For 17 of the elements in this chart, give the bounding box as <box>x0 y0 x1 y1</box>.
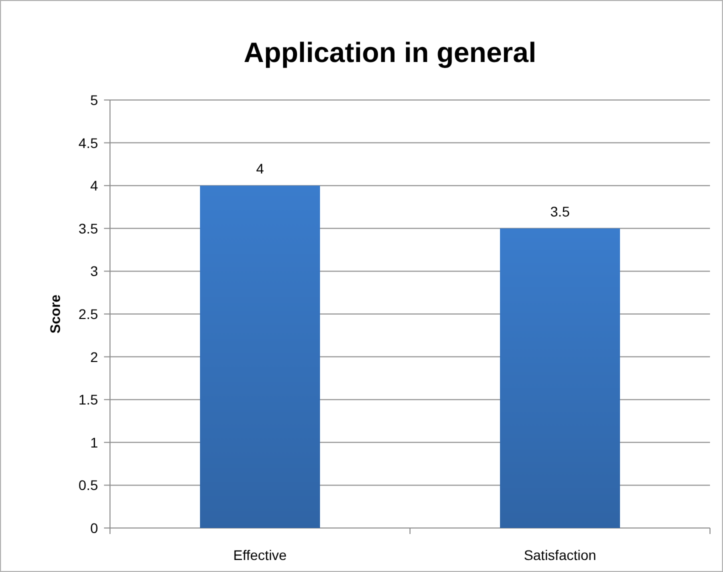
y-tick-label: 0.5 <box>78 477 98 494</box>
y-tick-label: 3.5 <box>78 220 98 236</box>
data-label: 3.5 <box>550 203 570 220</box>
y-tick-label: 3 <box>90 263 98 280</box>
y-tick-label: 2.5 <box>78 306 98 322</box>
y-tick-label: 1.5 <box>78 392 98 408</box>
x-tick-label: Satisfaction <box>524 547 596 563</box>
y-tick-label: 4.5 <box>78 134 98 151</box>
y-tick-label: 2 <box>90 348 98 365</box>
chart-title: Application in general <box>244 37 536 68</box>
x-tick-label: Effective <box>233 547 287 563</box>
data-label: 4 <box>256 160 264 177</box>
y-tick-label: 4 <box>90 178 98 194</box>
y-axis-title: Score <box>47 294 63 334</box>
y-tick-label: 1 <box>90 434 98 450</box>
y-tick-label: 0 <box>90 520 98 536</box>
y-tick-label: 5 <box>90 92 98 108</box>
